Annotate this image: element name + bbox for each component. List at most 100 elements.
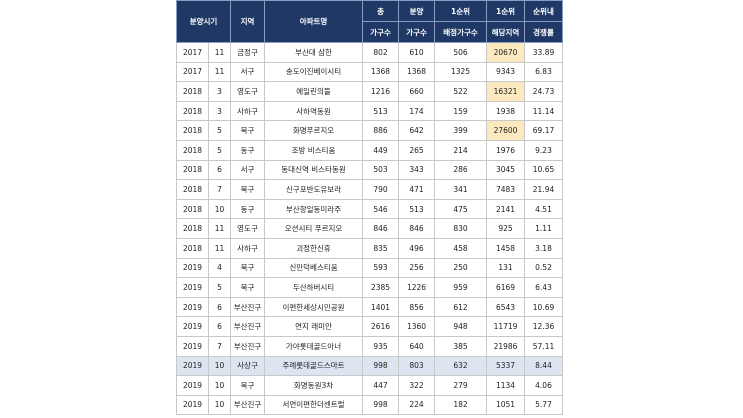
header-cell: 총 <box>362 0 400 22</box>
table-row: 2019 6 부산진구 연지 래미안 2616 1360 948 11719 12.36 <box>176 316 564 337</box>
table-cell: 2018 <box>176 218 209 239</box>
table-cell: 20670 <box>486 42 526 63</box>
header-cell: 분양 <box>398 0 436 22</box>
header-cell: 분양시기 <box>175 0 232 43</box>
table-cell: 3045 <box>486 159 526 181</box>
table-cell: 금정구 <box>230 42 266 63</box>
table-cell: 11.14 <box>524 100 564 122</box>
table-cell: 2019 <box>176 296 209 318</box>
table-cell: 57.11 <box>524 335 564 357</box>
table-cell: 2018 <box>176 100 209 122</box>
table-cell: 1401 <box>362 296 400 318</box>
table-cell: 998 <box>362 355 400 377</box>
table-row: 2019 6 부산진구 이편한세상시민공원 1401 856 612 6543 10.69 <box>176 296 564 318</box>
table-cell: 두산하버시티 <box>264 277 364 298</box>
table-cell: 이편한세상시민공원 <box>264 296 364 318</box>
table-row: 2019 10 부산진구 서면이편한더센트럴 998 224 182 1051 5.77 <box>176 394 564 416</box>
table-cell: 주례롯데골드스마트 <box>264 355 364 377</box>
table-cell: 동대신역 비스타동원 <box>264 159 364 181</box>
table-cell: 송도이진베이시티 <box>264 61 364 83</box>
table-cell: 부산진구 <box>230 296 266 318</box>
table-row: 2019 10 사상구 주례롯데골드스마트 998 803 632 5337 8.44 <box>176 355 564 377</box>
table-cell: 9.23 <box>524 139 564 161</box>
table-cell: 343 <box>398 159 436 181</box>
table-cell: 1458 <box>486 237 526 259</box>
table-cell: 10.65 <box>524 159 564 181</box>
header-cell: 가구수 <box>398 21 436 43</box>
table-cell: 640 <box>398 335 436 357</box>
table-cell: 2019 <box>176 355 209 377</box>
table-cell: 북구 <box>230 375 266 396</box>
table-cell: 11 <box>207 61 232 83</box>
table-cell: 790 <box>362 179 400 200</box>
table-cell: 471 <box>398 179 436 200</box>
table-cell: 사하역동원 <box>264 100 364 122</box>
table-cell: 11719 <box>486 316 526 337</box>
table-cell: 935 <box>362 335 400 357</box>
table-row: 2018 3 영도구 에일린의뜰 1216 660 522 16321 24.73 <box>176 81 564 102</box>
table-cell: 2018 <box>176 159 209 181</box>
table-cell: 사하구 <box>230 100 266 122</box>
table-cell: 948 <box>434 316 488 337</box>
table-cell: 6169 <box>486 277 526 298</box>
table-cell: 5 <box>207 120 232 141</box>
table-row: 2018 11 영도구 오션시티 푸르지오 846 846 830 925 1.11 <box>176 218 564 239</box>
table-cell: 513 <box>362 100 400 122</box>
table-cell: 가야롯데골드아너 <box>264 335 364 357</box>
table-cell: 250 <box>434 257 488 279</box>
table-cell: 연지 래미안 <box>264 316 364 337</box>
table-cell: 610 <box>398 42 436 63</box>
table-cell: 830 <box>434 218 488 239</box>
table-cell: 174 <box>398 100 436 122</box>
table-cell: 447 <box>362 375 400 396</box>
table-cell: 2385 <box>362 277 400 298</box>
table-cell: 279 <box>434 375 488 396</box>
table-cell: 7 <box>207 335 232 357</box>
table-cell: 21986 <box>486 335 526 357</box>
table-cell: 3 <box>207 100 232 122</box>
table-cell: 131 <box>486 257 526 279</box>
table-row: 2018 10 동구 부산항일동미라주 546 513 475 2141 4.51 <box>176 198 564 220</box>
table-cell: 사하구 <box>230 237 266 259</box>
table-row: 2017 11 서구 송도이진베이시티 1368 1368 1325 9343 6.83 <box>176 61 564 83</box>
table-cell: 846 <box>398 218 436 239</box>
table-cell: 2616 <box>362 316 400 337</box>
table-cell: 1216 <box>362 81 400 102</box>
table-cell: 21.94 <box>524 179 564 200</box>
table-cell: 2017 <box>176 61 209 83</box>
header-row: 가구수 가구수 배정가구수 해당지역 경쟁률 <box>177 21 564 43</box>
table-cell: 2018 <box>176 81 209 102</box>
header-cell: 지역 <box>230 0 266 43</box>
table-cell: 886 <box>362 120 400 141</box>
table-header: 분양시기 지역 아파트명 총 분양 1순위 1순위 순위내 가구수 가구수 배정가구수 해당지역 경쟁… <box>175 0 564 43</box>
table-cell: 522 <box>434 81 488 102</box>
table-cell: 부산진구 <box>230 394 266 416</box>
header-cell: 해당지역 <box>486 21 526 43</box>
table-cell: 632 <box>434 355 488 377</box>
table-cell: 1368 <box>398 61 436 83</box>
table-cell: 27600 <box>486 120 526 141</box>
table-cell: 1360 <box>398 316 436 337</box>
table-cell: 660 <box>398 81 436 102</box>
table-cell: 33.89 <box>524 42 564 63</box>
table-cell: 2019 <box>176 375 209 396</box>
table-cell: 856 <box>398 296 436 318</box>
table-cell: 2141 <box>486 198 526 220</box>
table-cell: 2019 <box>176 394 209 416</box>
table-cell: 북구 <box>230 257 266 279</box>
table-cell: 16321 <box>486 81 526 102</box>
table-cell: 5337 <box>486 355 526 377</box>
table-row: 2018 11 사하구 괴정한신휴 835 496 458 1458 3.18 <box>176 237 564 259</box>
table-cell: 3.18 <box>524 237 564 259</box>
table-cell: 1976 <box>486 139 526 161</box>
table-cell: 998 <box>362 394 400 416</box>
table-cell: 496 <box>398 237 436 259</box>
table-cell: 2018 <box>176 198 209 220</box>
table-cell: 458 <box>434 237 488 259</box>
table-cell: 2018 <box>176 179 209 200</box>
table-cell: 803 <box>398 355 436 377</box>
table-cell: 12.36 <box>524 316 564 337</box>
table-cell: 159 <box>434 100 488 122</box>
table-cell: 6.83 <box>524 61 564 83</box>
